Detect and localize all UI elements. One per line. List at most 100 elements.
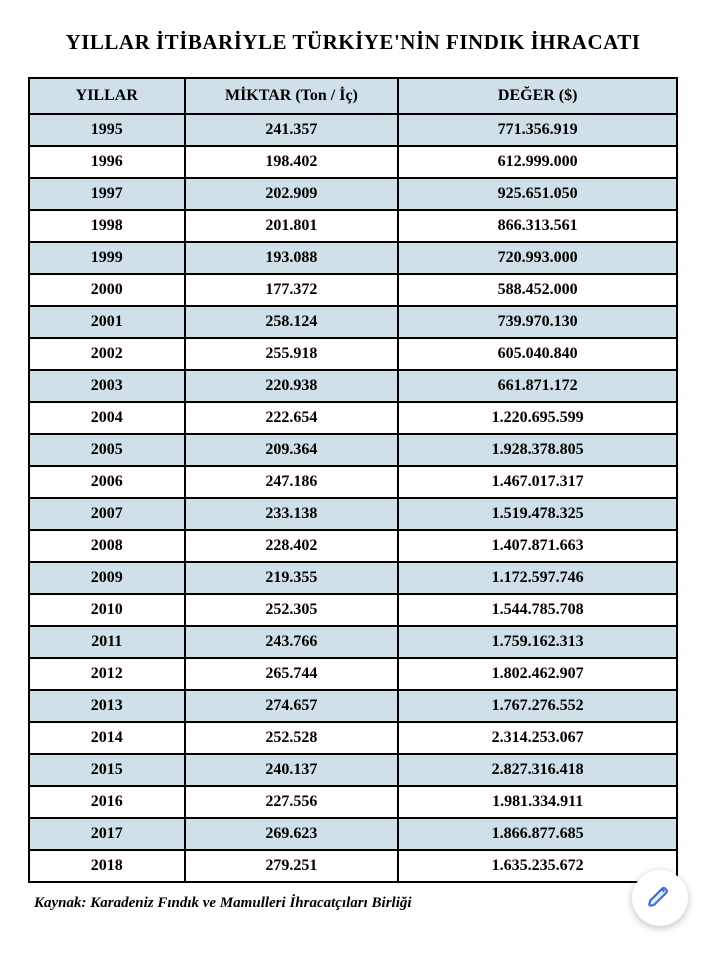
cell-year: 1998 bbox=[29, 210, 185, 242]
table-row: 2013274.6571.767.276.552 bbox=[29, 690, 677, 722]
table-row: 2003220.938661.871.172 bbox=[29, 370, 677, 402]
table-row: 2017269.6231.866.877.685 bbox=[29, 818, 677, 850]
cell-value: 612.999.000 bbox=[398, 146, 677, 178]
cell-year: 1996 bbox=[29, 146, 185, 178]
cell-year: 2008 bbox=[29, 530, 185, 562]
cell-value: 739.970.130 bbox=[398, 306, 677, 338]
cell-value: 1.928.378.805 bbox=[398, 434, 677, 466]
cell-amount: 219.355 bbox=[185, 562, 399, 594]
cell-value: 771.356.919 bbox=[398, 114, 677, 146]
cell-amount: 274.657 bbox=[185, 690, 399, 722]
page-title: YILLAR İTİBARİYLE TÜRKİYE'NİN FINDIK İHR… bbox=[28, 30, 678, 55]
table-row: 2005209.3641.928.378.805 bbox=[29, 434, 677, 466]
cell-year: 2011 bbox=[29, 626, 185, 658]
export-table: YILLAR MİKTAR (Ton / İç) DEĞER ($) 19952… bbox=[28, 77, 678, 883]
cell-value: 1.220.695.599 bbox=[398, 402, 677, 434]
source-label: Kaynak: Karadeniz Fındık ve Mamulleri İh… bbox=[34, 895, 678, 912]
col-header-amount: MİKTAR (Ton / İç) bbox=[185, 78, 399, 114]
cell-value: 1.635.235.672 bbox=[398, 850, 677, 882]
cell-year: 2016 bbox=[29, 786, 185, 818]
cell-year: 2003 bbox=[29, 370, 185, 402]
cell-year: 2006 bbox=[29, 466, 185, 498]
cell-value: 2.314.253.067 bbox=[398, 722, 677, 754]
cell-value: 1.802.462.907 bbox=[398, 658, 677, 690]
cell-amount: 243.766 bbox=[185, 626, 399, 658]
cell-amount: 193.088 bbox=[185, 242, 399, 274]
table-row: 2001258.124739.970.130 bbox=[29, 306, 677, 338]
cell-value: 661.871.172 bbox=[398, 370, 677, 402]
cell-value: 1.544.785.708 bbox=[398, 594, 677, 626]
cell-year: 2000 bbox=[29, 274, 185, 306]
cell-amount: 222.654 bbox=[185, 402, 399, 434]
cell-year: 2009 bbox=[29, 562, 185, 594]
cell-amount: 265.744 bbox=[185, 658, 399, 690]
table-row: 2004222.6541.220.695.599 bbox=[29, 402, 677, 434]
page: YILLAR İTİBARİYLE TÜRKİYE'NİN FINDIK İHR… bbox=[0, 0, 706, 932]
pen-icon bbox=[647, 883, 673, 914]
cell-value: 1.767.276.552 bbox=[398, 690, 677, 722]
cell-value: 1.519.478.325 bbox=[398, 498, 677, 530]
cell-value: 925.651.050 bbox=[398, 178, 677, 210]
table-row: 1998201.801866.313.561 bbox=[29, 210, 677, 242]
table-row: 2011243.7661.759.162.313 bbox=[29, 626, 677, 658]
table-row: 1997202.909925.651.050 bbox=[29, 178, 677, 210]
table-row: 2000177.372588.452.000 bbox=[29, 274, 677, 306]
cell-amount: 220.938 bbox=[185, 370, 399, 402]
table-row: 2018279.2511.635.235.672 bbox=[29, 850, 677, 882]
cell-value: 588.452.000 bbox=[398, 274, 677, 306]
table-row: 2015240.1372.827.316.418 bbox=[29, 754, 677, 786]
table-body: 1995241.357771.356.9191996198.402612.999… bbox=[29, 114, 677, 882]
cell-amount: 241.357 bbox=[185, 114, 399, 146]
cell-amount: 247.186 bbox=[185, 466, 399, 498]
cell-amount: 255.918 bbox=[185, 338, 399, 370]
cell-amount: 209.364 bbox=[185, 434, 399, 466]
edit-button[interactable] bbox=[632, 870, 688, 926]
cell-year: 2010 bbox=[29, 594, 185, 626]
table-row: 2012265.7441.802.462.907 bbox=[29, 658, 677, 690]
cell-year: 2017 bbox=[29, 818, 185, 850]
cell-value: 1.467.017.317 bbox=[398, 466, 677, 498]
cell-year: 2005 bbox=[29, 434, 185, 466]
cell-value: 605.040.840 bbox=[398, 338, 677, 370]
table-row: 2010252.3051.544.785.708 bbox=[29, 594, 677, 626]
cell-amount: 227.556 bbox=[185, 786, 399, 818]
cell-year: 1999 bbox=[29, 242, 185, 274]
cell-amount: 228.402 bbox=[185, 530, 399, 562]
cell-value: 720.993.000 bbox=[398, 242, 677, 274]
table-row: 1995241.357771.356.919 bbox=[29, 114, 677, 146]
table-row: 2014252.5282.314.253.067 bbox=[29, 722, 677, 754]
cell-year: 2014 bbox=[29, 722, 185, 754]
cell-year: 2015 bbox=[29, 754, 185, 786]
col-header-value: DEĞER ($) bbox=[398, 78, 677, 114]
cell-year: 1997 bbox=[29, 178, 185, 210]
table-row: 1996198.402612.999.000 bbox=[29, 146, 677, 178]
cell-year: 2013 bbox=[29, 690, 185, 722]
cell-year: 2004 bbox=[29, 402, 185, 434]
cell-value: 1.866.877.685 bbox=[398, 818, 677, 850]
table-row: 2008228.4021.407.871.663 bbox=[29, 530, 677, 562]
col-header-year: YILLAR bbox=[29, 78, 185, 114]
cell-value: 1.759.162.313 bbox=[398, 626, 677, 658]
cell-year: 2007 bbox=[29, 498, 185, 530]
cell-amount: 258.124 bbox=[185, 306, 399, 338]
cell-value: 1.407.871.663 bbox=[398, 530, 677, 562]
cell-year: 2018 bbox=[29, 850, 185, 882]
cell-year: 2012 bbox=[29, 658, 185, 690]
cell-value: 1.172.597.746 bbox=[398, 562, 677, 594]
cell-amount: 177.372 bbox=[185, 274, 399, 306]
cell-value: 866.313.561 bbox=[398, 210, 677, 242]
table-header-row: YILLAR MİKTAR (Ton / İç) DEĞER ($) bbox=[29, 78, 677, 114]
table-row: 1999193.088720.993.000 bbox=[29, 242, 677, 274]
cell-amount: 198.402 bbox=[185, 146, 399, 178]
table-row: 2007233.1381.519.478.325 bbox=[29, 498, 677, 530]
cell-amount: 240.137 bbox=[185, 754, 399, 786]
cell-amount: 279.251 bbox=[185, 850, 399, 882]
table-row: 2009219.3551.172.597.746 bbox=[29, 562, 677, 594]
cell-amount: 269.623 bbox=[185, 818, 399, 850]
table-row: 2016227.5561.981.334.911 bbox=[29, 786, 677, 818]
cell-year: 2001 bbox=[29, 306, 185, 338]
cell-amount: 202.909 bbox=[185, 178, 399, 210]
cell-amount: 201.801 bbox=[185, 210, 399, 242]
cell-year: 1995 bbox=[29, 114, 185, 146]
table-row: 2006247.1861.467.017.317 bbox=[29, 466, 677, 498]
